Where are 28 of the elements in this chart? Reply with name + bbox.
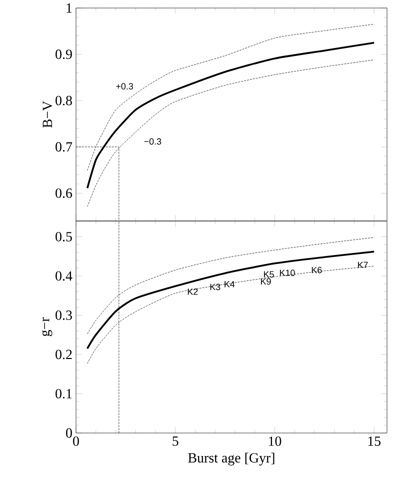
y-tick-label: 0.9 (56, 50, 72, 60)
x-tick-label: 10 (268, 436, 282, 446)
annotation: K9 (261, 278, 271, 285)
y-tick-label: 0.5 (56, 232, 72, 242)
y-tick-label: 0.2 (56, 350, 72, 360)
y-tick-label: 0.4 (56, 271, 72, 281)
series-label: −0.3 (144, 138, 162, 145)
y-tick-label: 0 (66, 428, 72, 438)
x-tick-label: 5 (172, 436, 178, 446)
y-tick-label: 0.8 (56, 96, 72, 106)
y-tick-label: 0.1 (56, 389, 72, 398)
x-axis-title: Burst age [Gyr] (188, 452, 274, 466)
y-tick-label: 0.7 (56, 142, 72, 152)
annotation: K6 (312, 266, 322, 274)
annotation: K7 (358, 262, 368, 268)
annotation: K3 (210, 284, 220, 290)
series-label: +0.3 (116, 83, 134, 90)
y-axis-title: g−r (42, 317, 52, 336)
annotation: K5 (264, 271, 274, 278)
y-tick-label: 0.6 (56, 188, 72, 198)
y-tick-label: 0.3 (56, 310, 72, 320)
annotation: K4 (224, 281, 235, 288)
y-tick-label: 1 (66, 3, 72, 13)
x-tick-label: 0 (73, 436, 79, 446)
annotation: K10 (280, 270, 295, 276)
annotation: K2 (188, 288, 198, 295)
y-axis-title: B−V (42, 101, 52, 128)
x-tick-label: 15 (368, 436, 381, 446)
